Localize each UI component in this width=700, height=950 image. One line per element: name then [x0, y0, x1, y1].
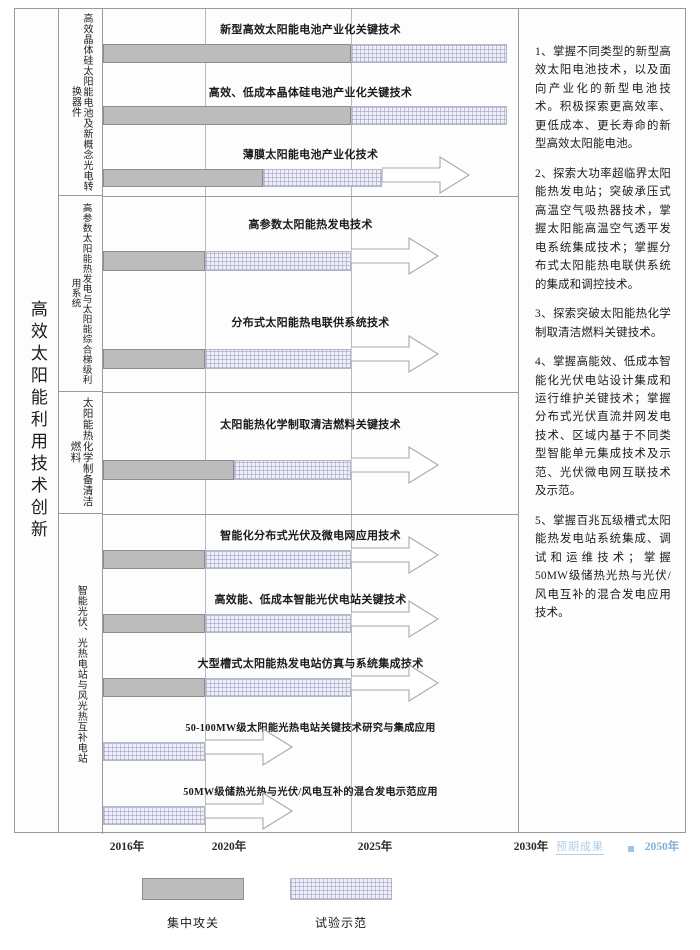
bar-segment-pilot-demo	[103, 806, 205, 825]
bar-segment-focused-research	[103, 251, 205, 271]
task-label: 新型高效太阳能电池产业化关键技术	[103, 21, 518, 37]
bar-segment-pilot-demo	[205, 550, 351, 569]
task-row: 50-100MW级太阳能光热电站关键技术研究与集成应用	[103, 706, 518, 770]
watermark-text: 预期成果	[556, 838, 604, 854]
task-bar	[103, 251, 518, 271]
task-bar	[103, 44, 518, 63]
task-label: 50MW级储热光热与光伏/风电互补的混合发电示范应用	[103, 783, 518, 798]
category-cell-1: 高效晶体硅太阳能电池及新概念光电转换器件	[59, 9, 103, 196]
task-bar	[103, 460, 518, 480]
task-row: 高效能、低成本智能光伏电站关键技术	[103, 578, 518, 642]
watermark-dot-icon	[628, 846, 634, 852]
task-row: 新型高效太阳能电池产业化关键技术	[103, 9, 518, 71]
task-label: 高参数太阳能热发电技术	[103, 216, 518, 232]
bar-segment-pilot-demo	[103, 742, 205, 761]
bar-segment-focused-research	[103, 550, 205, 569]
category-label: 高参数太阳能热发电与太阳能综合梯级利用系统	[69, 198, 91, 389]
task-label: 大型槽式太阳能热发电站仿真与系统集成技术	[103, 655, 518, 671]
legend-item-2: 试验示范	[290, 878, 392, 931]
category-label: 智能光伏、光热电站与风光热互补电站	[75, 585, 87, 764]
bar-segment-pilot-demo	[205, 349, 351, 369]
bar-segment-focused-research	[103, 614, 205, 633]
legend-swatch	[290, 878, 392, 900]
task-label: 50-100MW级太阳能光热电站关键技术研究与集成应用	[103, 719, 518, 734]
task-row: 50MW级储热光热与光伏/风电互补的混合发电示范应用	[103, 770, 518, 834]
legend-label: 集中攻关	[142, 914, 244, 931]
year-axis: 2016年 2020年 2025年 2030年 2050年 预期成果	[14, 836, 686, 862]
task-row: 分布式太阳能热电联供系统技术	[103, 294, 518, 392]
axis-tick-2020: 2020年	[212, 838, 247, 854]
legend-item-1: 集中攻关	[142, 878, 244, 931]
task-label: 高效能、低成本智能光伏电站关键技术	[103, 591, 518, 607]
bar-segment-focused-research	[103, 349, 205, 369]
task-bar	[103, 806, 518, 825]
task-row: 高参数太阳能热发电技术	[103, 196, 518, 294]
objective-item-5: 5、掌握百兆瓦级槽式太阳能热发电站系统集成、调试和运维技术；掌握50MW级储热光…	[535, 512, 671, 623]
task-row: 大型槽式太阳能热发电站仿真与系统集成技术	[103, 642, 518, 706]
objective-item-4: 4、掌握高能效、低成本智能化光伏电站设计集成和运行维护关键技术；掌握分布式光伏直…	[535, 353, 671, 501]
bar-segment-pilot-demo	[351, 44, 507, 63]
task-row: 高效、低成本晶体硅电池产业化关键技术	[103, 71, 518, 133]
task-row: 智能化分布式光伏及微电网应用技术	[103, 514, 518, 578]
task-bar	[103, 742, 518, 761]
bar-segment-focused-research	[103, 169, 263, 188]
task-label: 智能化分布式光伏及微电网应用技术	[103, 527, 518, 543]
roadmap-frame: 高效太阳能利用技术创新 高效晶体硅太阳能电池及新概念光电转换器件高参数太阳能热发…	[14, 8, 686, 833]
objectives-notes: 1、掌握不同类型的新型高效太阳电池技术，以及面向产业化的新型电池技术。积极探索更…	[519, 9, 685, 832]
category-column: 高效晶体硅太阳能电池及新概念光电转换器件高参数太阳能热发电与太阳能综合梯级利用系…	[59, 9, 103, 832]
bar-segment-pilot-demo	[205, 251, 351, 271]
timeline-plot: 新型高效太阳能电池产业化关键技术高效、低成本晶体硅电池产业化关键技术薄膜太阳能电…	[103, 9, 519, 832]
chart-legend: 集中攻关 试验示范	[14, 878, 686, 938]
axis-tick-2025: 2025年	[358, 838, 393, 854]
objective-item-2: 2、探索大功率超临界太阳能热发电站；突破承压式高温空气吸热器技术，掌握太阳能高温…	[535, 165, 671, 294]
objective-item-3: 3、探索突破太阳能热化学制取清洁燃料关键技术。	[535, 305, 671, 342]
category-cell-4: 智能光伏、光热电站与风光热互补电站	[59, 514, 103, 834]
objective-item-1: 1、掌握不同类型的新型高效太阳电池技术，以及面向产业化的新型电池技术。积极探索更…	[535, 43, 671, 154]
task-bar	[103, 614, 518, 633]
bar-segment-focused-research	[103, 106, 351, 125]
bar-segment-pilot-demo	[234, 460, 351, 480]
task-bar	[103, 678, 518, 697]
bar-segment-focused-research	[103, 460, 234, 480]
task-label: 薄膜太阳能电池产业化技术	[103, 146, 518, 162]
category-cell-2: 高参数太阳能热发电与太阳能综合梯级利用系统	[59, 196, 103, 392]
legend-label: 试验示范	[290, 914, 392, 931]
task-bar	[103, 169, 518, 188]
roadmap-main-title: 高效太阳能利用技术创新	[15, 9, 59, 832]
task-label: 分布式太阳能热电联供系统技术	[103, 314, 518, 330]
bar-segment-pilot-demo	[351, 106, 507, 125]
axis-tick-2030: 2030年	[514, 838, 549, 854]
page-title: 高效太阳能利用技术创新	[27, 300, 46, 542]
task-label: 高效、低成本晶体硅电池产业化关键技术	[103, 84, 518, 100]
task-row: 薄膜太阳能电池产业化技术	[103, 134, 518, 196]
bar-segment-focused-research	[103, 44, 351, 63]
bar-segment-pilot-demo	[263, 169, 382, 188]
bar-segment-pilot-demo	[205, 614, 351, 633]
task-bar	[103, 106, 518, 125]
axis-tick-2016: 2016年	[110, 838, 145, 854]
task-label: 太阳能热化学制取清洁燃料关键技术	[103, 416, 518, 432]
category-label: 高效晶体硅太阳能电池及新概念光电转换器件	[69, 11, 92, 193]
bar-segment-pilot-demo	[205, 678, 351, 697]
legend-swatch	[142, 878, 244, 900]
category-label: 太阳能热化学制备清洁燃料	[68, 393, 92, 512]
task-bar	[103, 550, 518, 569]
category-cell-3: 太阳能热化学制备清洁燃料	[59, 392, 103, 514]
bar-segment-focused-research	[103, 678, 205, 697]
task-bar	[103, 349, 518, 369]
task-row: 太阳能热化学制取清洁燃料关键技术	[103, 392, 518, 514]
axis-tick-2050: 2050年	[645, 838, 680, 854]
